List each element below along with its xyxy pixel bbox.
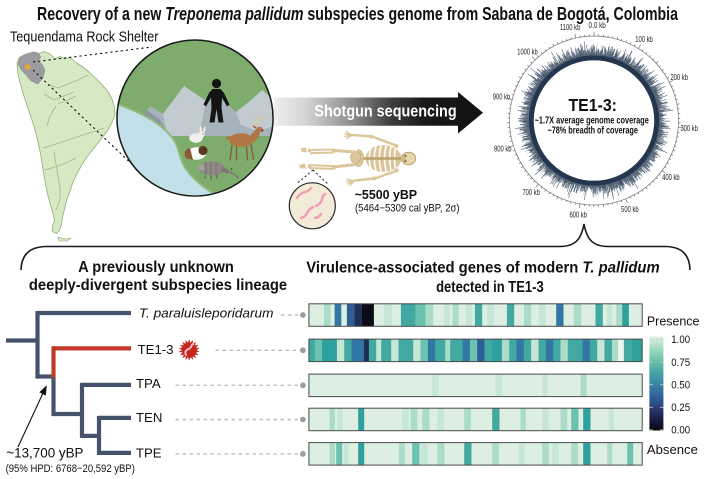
svg-text:TEN: TEN xyxy=(136,410,162,425)
svg-text:100 kb: 100 kb xyxy=(635,35,653,44)
svg-text:(95% HPD: 6768−20,592 yBP): (95% HPD: 6768−20,592 yBP) xyxy=(6,463,135,475)
svg-text:deeply-divergent subspecies li: deeply-divergent subspecies lineage xyxy=(29,277,287,294)
svg-text:600 kb: 600 kb xyxy=(569,211,587,220)
svg-text:~5500 yBP: ~5500 yBP xyxy=(355,187,418,202)
svg-text:~78% breadth of coverage: ~78% breadth of coverage xyxy=(547,125,638,136)
svg-text:900 kb: 900 kb xyxy=(493,93,511,102)
svg-text:0.50: 0.50 xyxy=(671,379,690,391)
svg-text:TPA: TPA xyxy=(136,376,161,391)
svg-text:1100 kb: 1100 kb xyxy=(560,23,581,32)
svg-text:~1.7X average genome coverage: ~1.7X average genome coverage xyxy=(535,115,650,126)
svg-text:0.25: 0.25 xyxy=(671,402,690,414)
svg-text:A previously unknown: A previously unknown xyxy=(78,259,234,276)
svg-text:Recovery of a new Treponema pa: Recovery of a new Treponema pallidum sub… xyxy=(37,4,679,24)
svg-text:700 kb: 700 kb xyxy=(522,188,540,197)
svg-text:Shotgun sequencing: Shotgun sequencing xyxy=(314,102,456,121)
svg-text:detected in TE1-3: detected in TE1-3 xyxy=(436,279,544,296)
svg-text:Presence: Presence xyxy=(647,314,700,329)
svg-text:~13,700 yBP: ~13,700 yBP xyxy=(6,445,83,461)
svg-text:400 kb: 400 kb xyxy=(662,173,680,182)
svg-text:200 kb: 200 kb xyxy=(670,73,688,82)
svg-text:0.0 kb: 0.0 kb xyxy=(589,21,607,30)
svg-text:500 kb: 500 kb xyxy=(621,205,639,214)
svg-text:1000 kb: 1000 kb xyxy=(517,48,538,57)
svg-text:800 kb: 800 kb xyxy=(494,145,512,154)
svg-text:TE1-3: TE1-3 xyxy=(138,342,174,357)
svg-text:(5464−5309 cal yBP, 2σ): (5464−5309 cal yBP, 2σ) xyxy=(355,203,460,215)
svg-text:1.00: 1.00 xyxy=(671,334,690,346)
svg-text:0.00: 0.00 xyxy=(671,425,690,437)
svg-text:TE1-3:: TE1-3: xyxy=(568,95,617,115)
svg-text:300 kb: 300 kb xyxy=(680,124,698,133)
svg-text:TPE: TPE xyxy=(136,445,162,460)
svg-text:0.75: 0.75 xyxy=(671,357,690,369)
svg-text:Virulence-associated genes of: Virulence-associated genes of modern T. … xyxy=(306,259,660,276)
svg-text:Tequendama Rock Shelter: Tequendama Rock Shelter xyxy=(10,29,159,45)
svg-text:Absence: Absence xyxy=(647,442,698,457)
svg-text:T. paraluisleporidarum: T. paraluisleporidarum xyxy=(139,306,274,320)
